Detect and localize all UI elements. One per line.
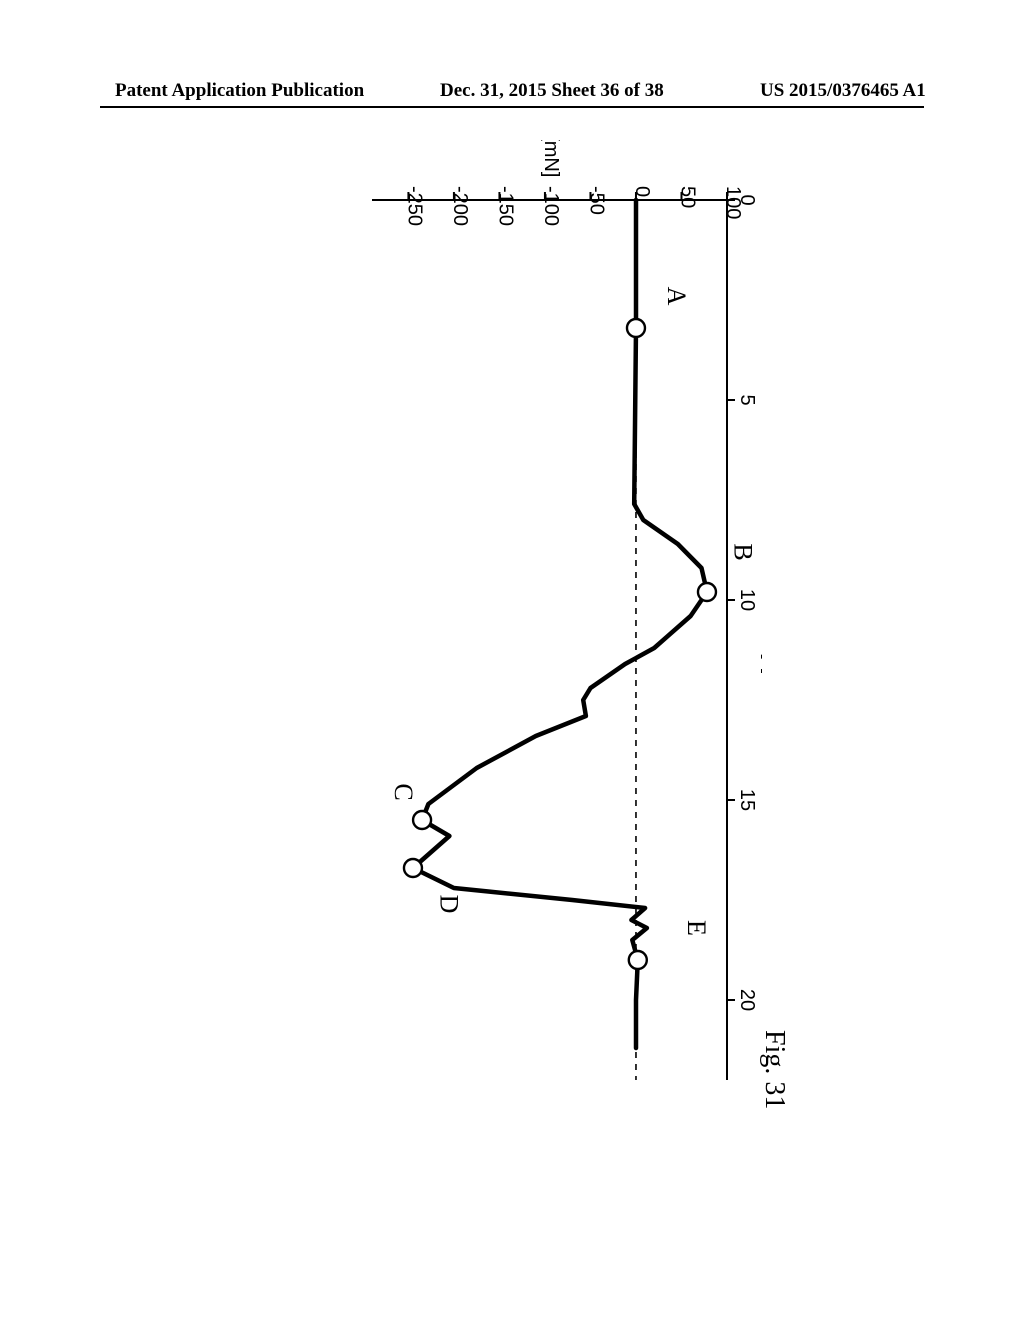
- header-doc-number: US 2015/0376465 A1: [760, 80, 926, 102]
- svg-text:5: 5: [736, 394, 758, 405]
- header-date-sheet: Dec. 31, 2015 Sheet 36 of 38: [440, 80, 664, 102]
- svg-text:C: C: [389, 783, 418, 800]
- svg-text:0: 0: [736, 194, 758, 205]
- svg-text:-100: -100: [540, 186, 562, 226]
- svg-text:Force [mN]: Force [mN]: [540, 140, 562, 177]
- svg-text:-150: -150: [494, 186, 516, 226]
- header-publication: Patent Application Publication: [115, 80, 364, 102]
- header-rule: [100, 106, 924, 108]
- svg-text:15: 15: [736, 789, 758, 811]
- svg-text:E: E: [682, 920, 711, 936]
- svg-text:A: A: [662, 287, 691, 306]
- svg-text:-250: -250: [403, 186, 425, 226]
- figure-31: 100500-50-100-150-200-250Force [mN]05101…: [282, 140, 762, 1170]
- svg-text:B: B: [728, 543, 757, 560]
- svg-text:50: 50: [676, 186, 698, 208]
- svg-text:0: 0: [631, 186, 653, 197]
- figure-caption: Fig. 31: [758, 1030, 790, 1109]
- svg-text:20: 20: [736, 989, 758, 1011]
- svg-text:Time [s]: Time [s]: [760, 604, 762, 674]
- svg-text:D: D: [434, 895, 463, 914]
- force-time-chart: 100500-50-100-150-200-250Force [mN]05101…: [282, 140, 762, 1170]
- svg-text:-50: -50: [585, 186, 607, 215]
- svg-text:10: 10: [736, 589, 758, 611]
- page: Patent Application Publication Dec. 31, …: [0, 0, 1024, 1320]
- svg-text:-200: -200: [449, 186, 471, 226]
